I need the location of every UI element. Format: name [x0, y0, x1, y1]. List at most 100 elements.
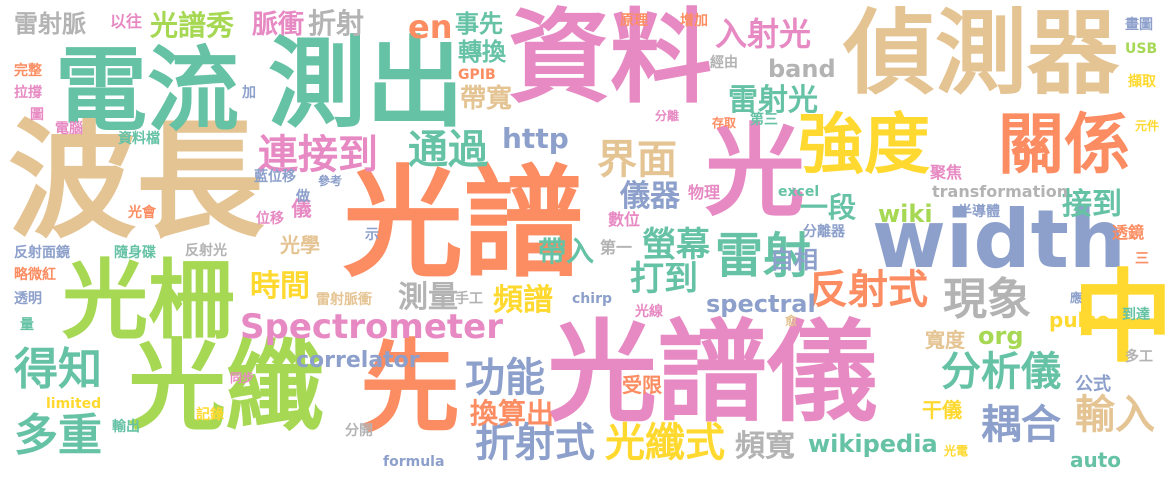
word-中: 中 — [1073, 259, 1173, 376]
word-螢幕: 螢幕 — [642, 225, 710, 265]
word-強度: 強度 — [798, 106, 930, 183]
word-光柵: 光柵 — [62, 251, 234, 351]
word-一段: 一段 — [800, 191, 857, 224]
word-入射光: 入射光 — [715, 15, 812, 53]
word-波長: 波長 — [8, 107, 265, 256]
word-功能: 功能 — [465, 355, 545, 401]
word-畫圖: 畫圖 — [1125, 17, 1153, 33]
word-雷射: 雷射 — [715, 228, 812, 284]
word-輸出: 輸出 — [112, 419, 140, 435]
word-band: band — [768, 55, 836, 83]
word-做: 做 — [296, 189, 310, 205]
word-光纖: 光纖 — [128, 330, 325, 444]
word-第三: 第三 — [750, 112, 778, 128]
word-chirp: chirp — [572, 291, 612, 307]
word-電腦: 電腦 — [55, 121, 83, 137]
word-以往: 以往 — [110, 12, 143, 31]
word-GPIB: GPIB — [458, 67, 496, 83]
word-測出: 測出 — [268, 27, 465, 141]
word-偵測器: 偵測器 — [843, 0, 1120, 107]
word-雷射光: 雷射光 — [728, 83, 818, 118]
word-光譜: 光譜 — [343, 155, 583, 294]
word-透鏡: 透鏡 — [1112, 223, 1145, 242]
word-原理: 原理 — [620, 13, 648, 29]
word-折射式: 折射式 — [475, 420, 595, 466]
word-光會: 光會 — [128, 205, 156, 221]
word-儀器: 儀器 — [620, 179, 680, 214]
word-formula: formula — [383, 454, 445, 470]
word-光電: 光電 — [944, 444, 969, 458]
word-光線: 光線 — [635, 304, 663, 320]
word-干儀: 干儀 — [922, 398, 962, 422]
word-受限: 受限 — [622, 373, 662, 397]
word-儀: 儀 — [288, 198, 312, 218]
word-光纖式: 光纖式 — [605, 420, 725, 466]
word-關係: 關係 — [998, 106, 1130, 183]
word-correlator: correlator — [296, 348, 420, 373]
word-藍位移: 藍位移 — [254, 169, 296, 185]
word-雷射脈衝: 雷射脈衝 — [316, 292, 372, 308]
word-通過: 通過 — [408, 127, 488, 173]
word-換算出: 換算出 — [470, 397, 555, 430]
word-org: org — [978, 322, 1024, 350]
word-事先: 事先 — [455, 10, 503, 38]
word-圖: 圖 — [30, 107, 44, 123]
word-wiki: wiki — [878, 200, 933, 228]
word-物理: 物理 — [688, 183, 721, 202]
word-auto: auto — [1070, 448, 1122, 472]
word-帶寬: 帶寬 — [460, 84, 513, 114]
word-寬度: 寬度 — [925, 328, 965, 352]
word-測量: 測量 — [398, 280, 458, 315]
word-雷射脈: 雷射脈 — [14, 10, 86, 38]
word-pulse: pulse — [1049, 308, 1110, 332]
word-打到: 打到 — [630, 259, 698, 299]
word-分離: 分離 — [655, 109, 680, 123]
word-加: 加 — [242, 85, 256, 101]
word-光學: 光學 — [280, 233, 320, 257]
word-元件: 元件 — [1135, 119, 1160, 133]
word-width: width — [872, 193, 1126, 286]
word-excel: excel — [778, 184, 820, 200]
word-示: 示 — [365, 227, 379, 243]
word-轉換: 轉換 — [458, 38, 506, 66]
word-資料: 資料 — [508, 0, 712, 118]
word-spectral: spectral — [706, 290, 816, 318]
word-資料檔: 資料檔 — [118, 131, 160, 147]
word-略微紅: 略微紅 — [14, 267, 56, 283]
word-擷取: 擷取 — [1128, 74, 1156, 90]
word-隨身碟: 隨身碟 — [114, 245, 156, 261]
word-分開: 分開 — [345, 423, 373, 439]
word-半導體: 半導體 — [958, 204, 1000, 220]
word-聚焦: 聚焦 — [930, 163, 963, 182]
word-光譜儀: 光譜儀 — [547, 309, 877, 437]
word-到達: 到達 — [1122, 307, 1150, 323]
word-得知: 得知 — [14, 344, 102, 395]
word-自相: 自相 — [770, 246, 818, 274]
word-先: 先 — [360, 329, 460, 446]
word-多工: 多工 — [1125, 349, 1153, 365]
word-增加: 增加 — [680, 13, 708, 29]
word-連接到: 連接到 — [258, 132, 378, 178]
word-Spectrometer: Spectrometer — [240, 307, 503, 347]
word-接到: 接到 — [1062, 187, 1122, 222]
word-en: en — [408, 8, 453, 46]
word-經由: 經由 — [710, 55, 738, 71]
word-輸入: 輸入 — [1075, 392, 1155, 438]
word-transformation: transformation — [932, 182, 1069, 201]
word-第一: 第一 — [600, 238, 633, 257]
word-手工: 手工 — [455, 291, 483, 307]
word-三: 三 — [1135, 251, 1149, 267]
word-反射光: 反射光 — [185, 243, 227, 259]
word-位移: 位移 — [256, 211, 284, 227]
word-反射面鏡: 反射面鏡 — [14, 245, 70, 261]
word-數位: 數位 — [608, 210, 641, 229]
word-量: 量 — [20, 317, 34, 333]
word-折射: 折射 — [308, 7, 365, 40]
word-多重: 多重 — [14, 410, 102, 461]
word-wikipedia: wikipedia — [808, 430, 938, 458]
word-界面: 界面 — [597, 137, 677, 183]
word-存取: 存取 — [712, 116, 737, 130]
word-反射式: 反射式 — [808, 267, 928, 313]
word-現象: 現象 — [943, 274, 1031, 325]
